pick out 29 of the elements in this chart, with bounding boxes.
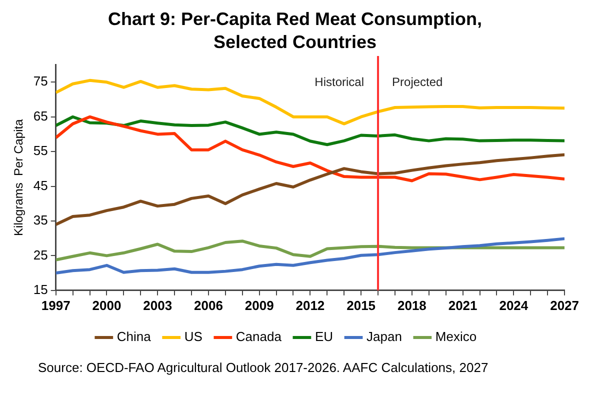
x-tick-label: 2027 xyxy=(550,298,579,313)
annotation: Projected xyxy=(392,75,443,90)
x-tick-label: 2021 xyxy=(448,298,478,313)
legend-label: Canada xyxy=(236,329,282,344)
source-note: Source: OECD-FAO Agricultural Outlook 2017-2026. AAFC Calculations, 2027 xyxy=(38,360,490,375)
x-tick-label: 2003 xyxy=(143,298,172,313)
y-tick-label: 15 xyxy=(33,282,48,297)
x-tick-label: 2009 xyxy=(244,298,274,313)
legend-label: China xyxy=(116,329,152,344)
x-tick-label: 2000 xyxy=(92,298,122,313)
legend-label: EU xyxy=(314,329,334,344)
chart-title: Chart 9: Per-Capita Red Meat Consumption, Selected Countries xyxy=(106,8,484,54)
x-tick-label: 2015 xyxy=(346,298,376,313)
annotation: Historical xyxy=(314,75,364,90)
x-tick-label: 2006 xyxy=(194,298,223,313)
y-axis-title: Kilograms Per Capita xyxy=(12,118,26,236)
y-tick-label: 45 xyxy=(33,178,48,193)
x-tick-label: 1997 xyxy=(41,298,70,313)
y-tick-label: 75 xyxy=(33,74,48,89)
legend-label: Japan xyxy=(366,329,402,344)
legend-label: Mexico xyxy=(435,329,477,344)
y-tick-label: 35 xyxy=(33,212,48,228)
y-tick-label: 55 xyxy=(33,143,48,158)
x-tick-label: 2012 xyxy=(296,298,325,313)
y-tick-label: 65 xyxy=(33,108,48,124)
x-tick-label: 2018 xyxy=(397,298,426,313)
x-tick-label: 2024 xyxy=(499,298,529,313)
y-tick-label: 25 xyxy=(33,247,48,262)
legend-label: US xyxy=(184,329,203,344)
